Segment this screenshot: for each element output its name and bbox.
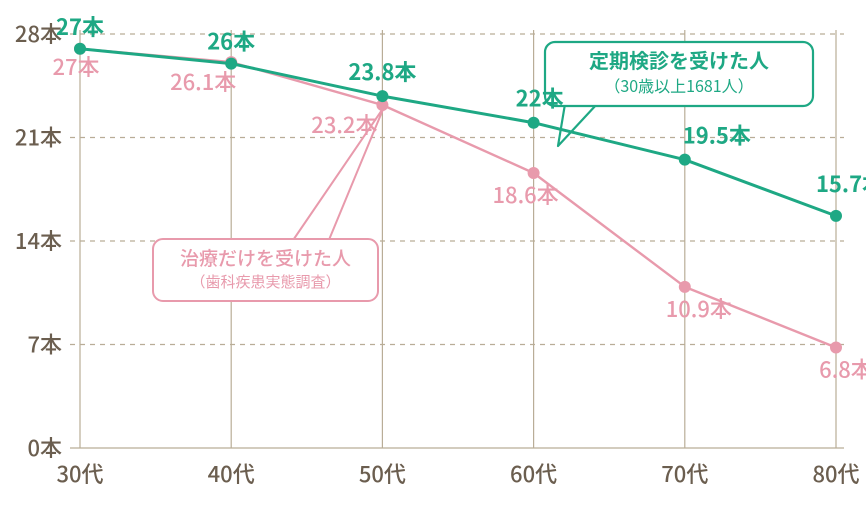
legend-checkup: 定期検診を受けた人（30歳以上1681人） bbox=[545, 42, 813, 146]
svg-text:28本: 28本 bbox=[15, 17, 62, 49]
x-axis-labels: 30代 40代 50代 60代 70代 80代 bbox=[56, 457, 859, 489]
svg-text:14本: 14本 bbox=[15, 224, 62, 256]
svg-text:26.1本: 26.1本 bbox=[170, 65, 236, 97]
svg-text:18.6本: 18.6本 bbox=[493, 178, 559, 210]
svg-text:60代: 60代 bbox=[510, 457, 557, 489]
svg-text:15.7本: 15.7本 bbox=[816, 167, 866, 199]
svg-text:定期検診を受けた人: 定期検診を受けた人 bbox=[589, 45, 769, 74]
svg-text:（30歳以上1681人）: （30歳以上1681人） bbox=[604, 73, 753, 97]
teeth-line-chart: 0本7本14本21本28本 30代40代50代60代70代80代 治療だけを受け… bbox=[0, 0, 866, 511]
svg-text:26本: 26本 bbox=[207, 25, 255, 57]
svg-text:6.8本: 6.8本 bbox=[819, 352, 866, 384]
svg-text:80代: 80代 bbox=[812, 457, 859, 489]
svg-text:19.5本: 19.5本 bbox=[683, 119, 751, 151]
y-axis-labels: 0本7本14本21本28本 bbox=[15, 17, 62, 463]
svg-text:治療だけを受けた人: 治療だけを受けた人 bbox=[180, 244, 351, 271]
svg-text:27本: 27本 bbox=[52, 50, 99, 82]
svg-text:27本: 27本 bbox=[56, 10, 104, 42]
svg-text:40代: 40代 bbox=[208, 457, 255, 489]
svg-text:30代: 30代 bbox=[56, 457, 103, 489]
svg-text:23.8本: 23.8本 bbox=[348, 55, 416, 87]
svg-text:10.9本: 10.9本 bbox=[666, 292, 732, 324]
svg-text:21本: 21本 bbox=[15, 121, 62, 153]
svg-text:70代: 70代 bbox=[661, 457, 708, 489]
svg-text:50代: 50代 bbox=[359, 457, 406, 489]
svg-text:23.2本: 23.2本 bbox=[311, 108, 377, 140]
svg-text:7本: 7本 bbox=[27, 328, 62, 360]
svg-text:（歯科疾患実態調査）: （歯科疾患実態調査） bbox=[190, 271, 340, 292]
svg-text:22本: 22本 bbox=[516, 82, 564, 114]
